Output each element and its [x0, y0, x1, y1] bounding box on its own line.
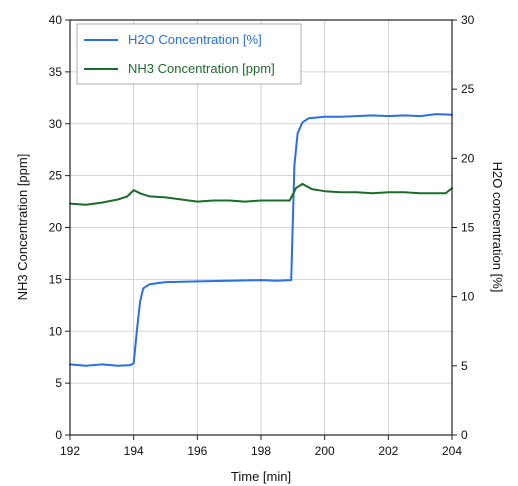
legend-label-h2o: H2O Concentration [%]: [128, 32, 262, 47]
x-tick-label: 200: [315, 444, 335, 458]
x-tick-label: 196: [187, 444, 207, 458]
legend-box: [76, 23, 302, 85]
y-left-tick-label: 20: [49, 221, 63, 235]
y-left-tick-label: 0: [55, 428, 62, 442]
y-right-tick-label: 15: [461, 221, 475, 235]
legend-label-nh3: NH3 Concentration [ppm]: [128, 61, 275, 76]
series-line-h2o: [69, 113, 453, 367]
y-right-axis-ticks: 0 5 10 15 20 25 30: [452, 13, 475, 442]
y-right-axis-label: H2O concentration [%]: [490, 162, 505, 293]
y-right-tick-label: 20: [461, 151, 475, 165]
y-left-axis-ticks: 0 5 10 15 20 25 30 35 40: [49, 13, 70, 442]
x-axis-ticks: 192 194 196 198 200 202 204: [60, 435, 462, 458]
x-tick-label: 194: [124, 444, 144, 458]
y-left-tick-label: 10: [49, 324, 63, 338]
series-line-nh3: [69, 182, 453, 206]
y-right-tick-label: 0: [461, 428, 468, 442]
legend: H2O Concentration [%] NH3 Concentration …: [76, 23, 302, 85]
y-right-tick-label: 30: [461, 13, 475, 27]
y-right-tick-label: 10: [461, 290, 475, 304]
y-left-tick-label: 25: [49, 169, 63, 183]
y-left-tick-label: 15: [49, 272, 63, 286]
x-axis-label: Time [min]: [231, 469, 291, 484]
y-left-tick-label: 5: [55, 376, 62, 390]
y-left-axis-label: NH3 Concentration [ppm]: [15, 154, 30, 301]
y-right-tick-label: 5: [461, 359, 468, 373]
x-tick-label: 204: [442, 444, 462, 458]
x-tick-label: 198: [251, 444, 271, 458]
y-left-tick-label: 40: [49, 13, 63, 27]
y-left-tick-label: 35: [49, 65, 63, 79]
y-left-tick-label: 30: [49, 117, 63, 131]
y-right-tick-label: 25: [461, 82, 475, 96]
x-tick-label: 202: [378, 444, 398, 458]
x-tick-label: 192: [60, 444, 80, 458]
series-layer: [69, 113, 453, 367]
